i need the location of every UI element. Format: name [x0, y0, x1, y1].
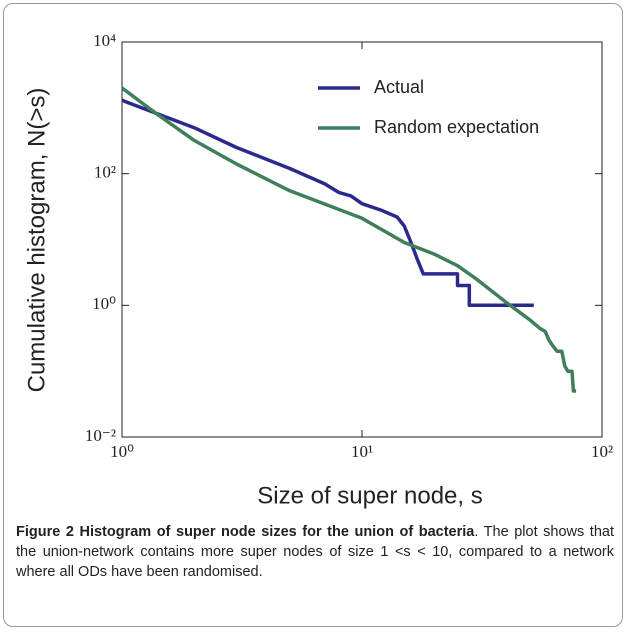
x-tick-label: 10¹ — [351, 442, 373, 461]
caption-text: . The plot shows that the union-network … — [16, 524, 614, 580]
y-tick-label: 10² — [94, 163, 116, 182]
legend-label: Random expectation — [374, 117, 539, 137]
y-tick-label: 10⁰ — [92, 294, 116, 313]
x-axis-label: Size of super node, s — [257, 482, 482, 509]
y-tick-label: 10⁴ — [93, 31, 116, 50]
y-axis-label: Cumulative histogram, N(>s) — [23, 88, 50, 393]
caption-bold: Figure 2 Histogram of super node sizes f… — [16, 524, 475, 540]
legend-label: Actual — [374, 77, 424, 97]
chart: Cumulative histogram, N(>s) Size of supe… — [23, 31, 613, 509]
caption: Figure 2 Histogram of super node sizes f… — [16, 522, 614, 582]
plot-frame — [121, 41, 603, 438]
series-line — [121, 98, 534, 308]
series-line — [120, 86, 577, 393]
figure-frame — [3, 3, 623, 627]
y-tick-label: 10⁻² — [85, 426, 116, 445]
x-tick-label: 10⁰ — [110, 442, 134, 461]
x-tick-label: 10² — [591, 442, 613, 461]
